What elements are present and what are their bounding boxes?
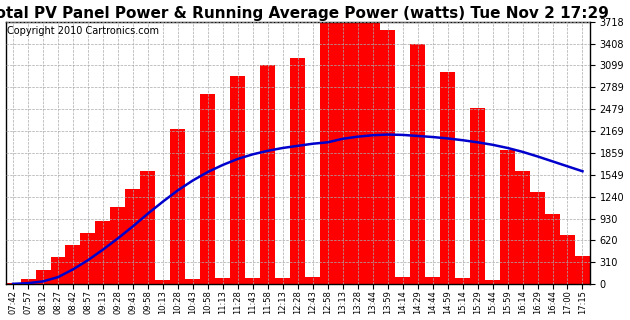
Bar: [6, 283, 21, 284]
Bar: [560, 235, 575, 284]
Bar: [530, 192, 545, 284]
Bar: [320, 22, 335, 284]
Bar: [260, 65, 275, 284]
Bar: [35, 270, 50, 284]
Bar: [125, 189, 140, 284]
Bar: [380, 30, 395, 284]
Bar: [156, 280, 170, 284]
Bar: [485, 280, 500, 284]
Bar: [110, 206, 125, 284]
Bar: [231, 76, 245, 284]
Bar: [185, 279, 200, 284]
Bar: [440, 72, 455, 284]
Bar: [575, 256, 590, 284]
Bar: [515, 171, 530, 284]
Bar: [275, 277, 290, 284]
Bar: [81, 233, 96, 284]
Bar: [96, 221, 110, 284]
Bar: [290, 58, 306, 284]
Text: Copyright 2010 Cartronics.com: Copyright 2010 Cartronics.com: [8, 26, 159, 36]
Bar: [140, 171, 156, 284]
Title: Total PV Panel Power & Running Average Power (watts) Tue Nov 2 17:29: Total PV Panel Power & Running Average P…: [0, 5, 609, 20]
Bar: [170, 129, 185, 284]
Bar: [545, 214, 560, 284]
Bar: [66, 245, 81, 284]
Bar: [335, 22, 350, 284]
Bar: [470, 108, 485, 284]
Bar: [50, 257, 66, 284]
Bar: [365, 22, 380, 284]
Bar: [245, 278, 260, 284]
Bar: [425, 277, 440, 284]
Bar: [350, 22, 365, 284]
Bar: [500, 150, 515, 284]
Bar: [200, 94, 215, 284]
Bar: [215, 278, 231, 284]
Bar: [395, 277, 410, 284]
Bar: [21, 278, 35, 284]
Bar: [410, 44, 425, 284]
Bar: [455, 278, 470, 284]
Bar: [306, 276, 320, 284]
